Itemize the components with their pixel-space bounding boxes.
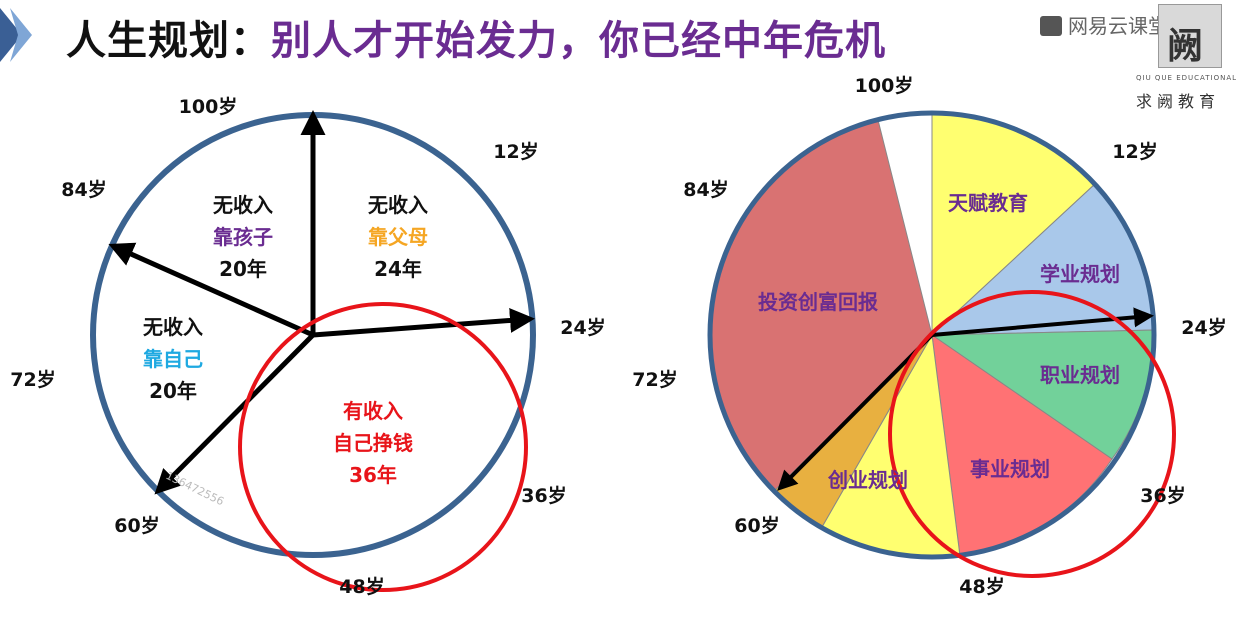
left-age-36: 36岁 <box>521 484 566 507</box>
left-s3-line2: 靠自己 <box>143 347 203 371</box>
right-age-60: 60岁 <box>734 514 779 537</box>
seg-label-study: 学业规划 <box>1040 262 1120 286</box>
left-s2-line3: 20年 <box>219 257 267 281</box>
left-age-48: 48岁 <box>339 575 384 598</box>
right-highlight-circle <box>888 290 1176 578</box>
left-s1-line2: 靠父母 <box>368 225 428 249</box>
left-age-100: 100岁 <box>179 95 238 118</box>
slide-marker-icon <box>0 8 32 62</box>
right-pie-outline <box>707 110 1157 560</box>
chat-bubble-icon <box>1040 16 1062 36</box>
left-s4-line2: 自己挣钱 <box>333 431 413 455</box>
seg-label-talent: 天赋教育 <box>948 191 1028 215</box>
netease-brand: 网易云课堂 <box>1040 10 1168 39</box>
left-s1-line3: 24年 <box>374 257 422 281</box>
left-life-cycle-diagram: 无收入 靠父母 24年 无收入 靠孩子 20年 无收入 靠自己 20年 有收入 … <box>10 95 605 598</box>
logo-sub-cn: 求阙教育 <box>1136 92 1221 111</box>
arrow-60 <box>154 333 315 495</box>
right-age-72: 72岁 <box>632 368 677 391</box>
left-s2-line1: 无收入 <box>213 193 273 217</box>
logo-box: 阙 <box>1158 4 1222 68</box>
seg-label-invest: 投资创富回报 <box>758 290 878 314</box>
right-age-12: 12岁 <box>1112 140 1157 163</box>
right-arrow-60 <box>777 333 934 491</box>
left-s4-line1: 有收入 <box>343 399 403 423</box>
right-age-48: 48岁 <box>959 575 1004 598</box>
logo-sub-en: QIU QUE EDUCATIONAL <box>1136 74 1238 82</box>
left-s4-line3: 36年 <box>349 463 397 487</box>
left-s3-line3: 20年 <box>149 379 197 403</box>
seg-label-business: 事业规划 <box>970 457 1050 481</box>
brand-logo: 网易云课堂 阙 QIU QUE EDUCATIONAL 求阙教育 <box>1040 4 1240 111</box>
left-age-24: 24岁 <box>560 316 605 339</box>
left-age-84: 84岁 <box>61 178 106 201</box>
logo-box-text: 阙 <box>1167 26 1204 67</box>
left-s2-line2: 靠孩子 <box>213 225 273 249</box>
page-title: 人生规划：别人才开始发力，你已经中年危机 <box>66 8 886 66</box>
left-age-72: 72岁 <box>10 368 55 391</box>
brand-text: 网易云课堂 <box>1068 14 1168 38</box>
arrow-84 <box>108 242 315 338</box>
left-highlight-circle <box>238 302 528 592</box>
title-main: 人生规划： <box>66 18 271 64</box>
left-s1-line1: 无收入 <box>368 193 428 217</box>
right-age-100: 100岁 <box>855 74 914 97</box>
left-age-60: 60岁 <box>114 514 159 537</box>
seg-label-career: 职业规划 <box>1040 363 1120 387</box>
title-sub: 别人才开始发力，你已经中年危机 <box>271 18 886 64</box>
left-s3-line1: 无收入 <box>143 315 203 339</box>
right-age-24: 24岁 <box>1181 316 1226 339</box>
right-planning-pie: 天赋教育 学业规划 职业规划 事业规划 创业规划 投资创富回报 100岁 12岁… <box>632 74 1226 598</box>
arrow-24 <box>312 308 535 338</box>
left-age-12: 12岁 <box>493 140 538 163</box>
right-age-36: 36岁 <box>1140 484 1185 507</box>
right-age-84: 84岁 <box>683 178 728 201</box>
seg-label-startup: 创业规划 <box>827 468 908 492</box>
